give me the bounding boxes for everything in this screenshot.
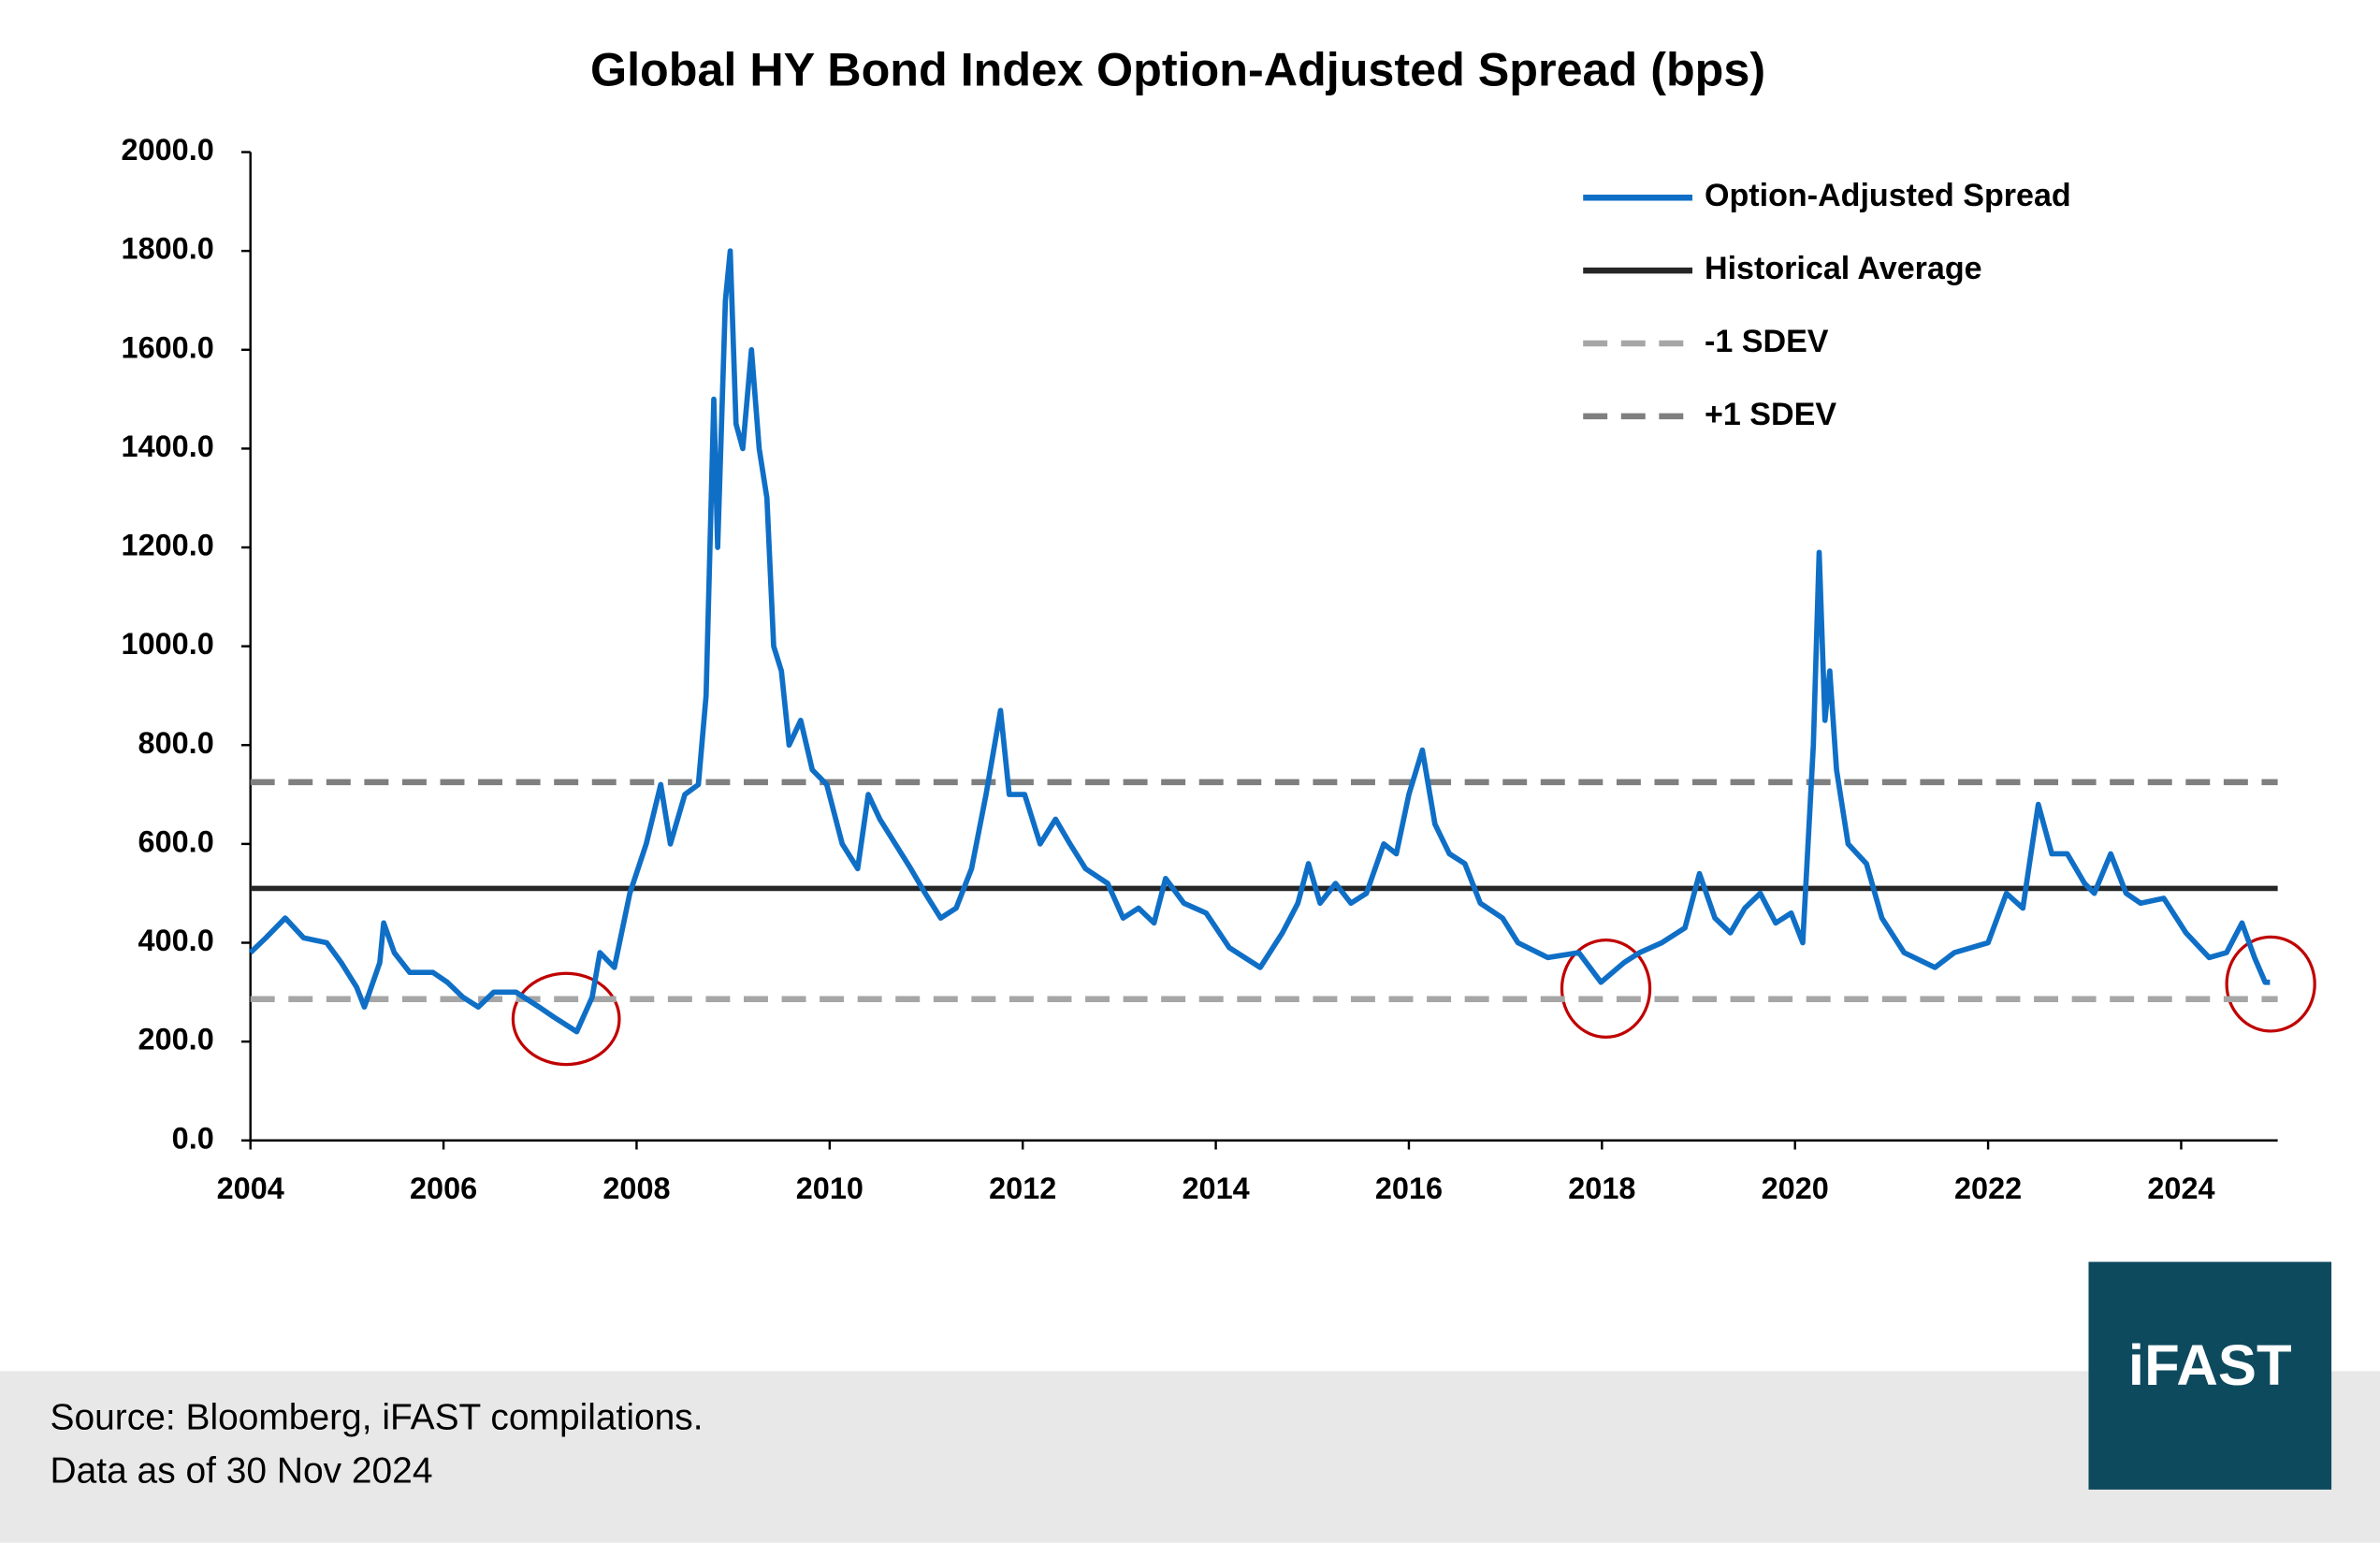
legend-label: +1 SDEV	[1705, 397, 1836, 432]
x-tick-label: 2010	[796, 1172, 863, 1205]
x-tick-label: 2018	[1568, 1172, 1635, 1205]
legend-label: Option-Adjusted Spread	[1705, 178, 2071, 213]
highlight-circle	[511, 971, 621, 1067]
source-note: Source: Bloomberg, iFAST compilations.	[51, 1398, 704, 1438]
x-tick-label: 2004	[217, 1172, 284, 1205]
x-tick-label: 2020	[1762, 1172, 1829, 1205]
x-tick-label: 2022	[1954, 1172, 2022, 1205]
highlight-circle	[2225, 935, 2316, 1033]
annotations	[511, 935, 2316, 1067]
logo-box	[2088, 1261, 2332, 1490]
y-tick-label: 1800.0	[122, 232, 214, 266]
y-tick-label: 1600.0	[122, 330, 214, 364]
data-line	[248, 248, 2271, 1035]
legend-label: Historical Average	[1705, 251, 1982, 286]
logo: iFAST	[2128, 1333, 2292, 1398]
x-tick-label: 2014	[1182, 1172, 1249, 1205]
x-tick-label: 2024	[2147, 1172, 2214, 1205]
y-tick-label: 1200.0	[122, 529, 214, 562]
x-tick-label: 2006	[410, 1172, 477, 1205]
y-tick-label: 1400.0	[122, 429, 214, 463]
x-tick-label: 2016	[1375, 1172, 1443, 1205]
y-tick-label: 1000.0	[122, 627, 214, 661]
x-tick-label: 2008	[602, 1172, 670, 1205]
x-tick-label: 2012	[989, 1172, 1056, 1205]
y-tick-label: 800.0	[138, 726, 214, 760]
legend-label: -1 SDEV	[1705, 324, 1829, 359]
y-tick-label: 200.0	[138, 1023, 214, 1056]
y-tick-label: 0.0	[172, 1121, 214, 1155]
date-note: Data as of 30 Nov 2024	[51, 1450, 433, 1491]
footer-band	[0, 1371, 2380, 1543]
y-tick-label: 400.0	[138, 924, 214, 957]
highlight-circle	[1560, 938, 1652, 1040]
y-tick-label: 2000.0	[122, 133, 214, 167]
y-tick-label: 600.0	[138, 824, 214, 858]
chart-title: Global HY Bond Index Option-Adjusted Spr…	[590, 42, 1765, 95]
